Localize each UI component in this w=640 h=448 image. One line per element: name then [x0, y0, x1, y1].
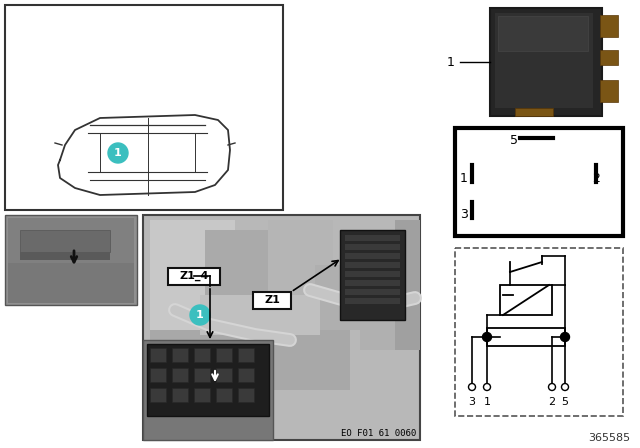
Bar — [194, 388, 210, 402]
Bar — [515, 108, 553, 116]
Bar — [345, 271, 400, 277]
Bar — [8, 263, 134, 303]
Bar — [315, 265, 400, 330]
Circle shape — [190, 305, 210, 325]
Bar — [20, 252, 110, 260]
Bar — [600, 15, 618, 37]
Text: 3: 3 — [460, 208, 468, 221]
Text: 5: 5 — [510, 134, 518, 146]
Bar — [238, 368, 254, 382]
Bar — [345, 235, 400, 241]
Circle shape — [468, 383, 476, 391]
Bar — [194, 368, 210, 382]
Bar — [360, 235, 415, 350]
Bar — [143, 340, 273, 440]
Bar — [216, 348, 232, 362]
Text: 2: 2 — [548, 397, 556, 407]
Text: 365585: 365585 — [588, 433, 630, 443]
Bar — [143, 215, 420, 440]
Bar — [200, 295, 320, 335]
Circle shape — [561, 332, 570, 341]
Text: 1: 1 — [114, 148, 122, 158]
Text: 3: 3 — [468, 397, 476, 407]
Bar — [216, 368, 232, 382]
Text: Z1: Z1 — [264, 295, 280, 305]
Bar — [172, 368, 188, 382]
Bar — [345, 280, 400, 286]
Circle shape — [561, 383, 568, 391]
Text: 1: 1 — [447, 56, 455, 69]
Bar — [5, 5, 283, 210]
Bar — [8, 218, 134, 263]
Bar — [345, 244, 400, 250]
Bar — [150, 348, 166, 362]
Bar — [216, 388, 232, 402]
Bar — [455, 128, 623, 236]
Bar — [238, 348, 254, 362]
Bar — [345, 262, 400, 268]
Bar — [345, 298, 400, 304]
Bar — [253, 292, 291, 309]
Bar — [150, 330, 350, 390]
Bar — [500, 285, 552, 315]
Bar — [600, 80, 618, 102]
Bar — [172, 388, 188, 402]
Bar — [345, 253, 400, 259]
Bar — [205, 230, 290, 315]
Bar — [150, 368, 166, 382]
Circle shape — [483, 332, 492, 341]
Bar — [238, 388, 254, 402]
Text: 1: 1 — [460, 172, 468, 185]
Text: 5: 5 — [561, 397, 568, 407]
Bar — [455, 248, 623, 416]
Bar — [498, 16, 588, 51]
Bar — [5, 215, 137, 305]
Bar — [495, 13, 593, 108]
Bar — [147, 344, 269, 416]
Bar — [487, 328, 565, 346]
Bar — [395, 220, 420, 350]
Circle shape — [548, 383, 556, 391]
Bar — [490, 8, 602, 116]
Circle shape — [483, 383, 490, 391]
Text: Z1_4: Z1_4 — [179, 271, 209, 281]
Bar — [150, 220, 235, 330]
Bar — [345, 289, 400, 295]
Bar — [150, 388, 166, 402]
Text: 1: 1 — [196, 310, 204, 320]
Bar — [340, 230, 405, 320]
Text: 1: 1 — [483, 397, 490, 407]
Bar — [20, 230, 110, 252]
Bar — [172, 348, 188, 362]
Text: 2: 2 — [592, 172, 600, 185]
Bar — [194, 348, 210, 362]
Bar — [600, 50, 618, 65]
Bar — [168, 268, 220, 285]
Bar — [268, 220, 333, 315]
Text: EO F01 61 0060: EO F01 61 0060 — [340, 428, 416, 438]
Circle shape — [108, 143, 128, 163]
